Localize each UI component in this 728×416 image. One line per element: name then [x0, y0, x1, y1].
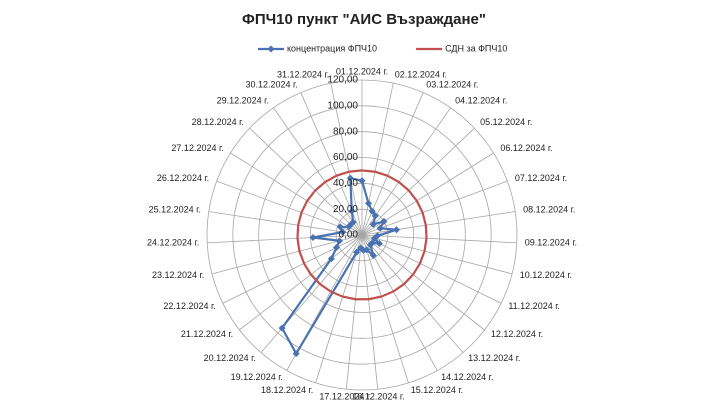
spoke	[345, 234, 363, 390]
data-point	[348, 207, 356, 215]
spoke	[239, 234, 363, 331]
data-point	[368, 207, 376, 215]
spoke	[361, 234, 513, 275]
category-label: 26.12.2024 г.	[157, 173, 209, 183]
spoke	[361, 211, 516, 236]
data-point	[365, 199, 373, 207]
spoke	[361, 234, 485, 331]
category-label: 23.12.2024 г.	[152, 270, 204, 280]
category-label: 17.12.2024 г.	[319, 392, 371, 402]
data-point	[376, 224, 384, 232]
spoke	[361, 107, 451, 236]
category-label: 02.12.2024 г.	[395, 70, 447, 80]
spoke	[330, 83, 363, 236]
spoke	[361, 234, 502, 304]
category-label: 12.12.2024 г.	[491, 329, 543, 339]
category-label: 29.12.2024 г.	[217, 96, 269, 106]
series-line	[296, 169, 428, 301]
spoke	[207, 234, 363, 244]
data-point	[358, 177, 366, 185]
data-point	[332, 244, 340, 252]
spoke	[361, 234, 464, 353]
data-point	[278, 324, 286, 332]
category-label: 08.12.2024 г.	[523, 205, 575, 215]
category-label: 09.12.2024 г.	[525, 238, 577, 248]
category-label: 14.12.2024 г.	[441, 372, 493, 382]
y-tick-label: 20,00	[333, 204, 358, 215]
spoke	[260, 234, 363, 353]
category-label: 15.12.2024 г.	[411, 385, 463, 395]
y-tick-label: 120,00	[327, 75, 358, 86]
data-point	[335, 237, 343, 245]
y-tick-label: 40,00	[333, 178, 358, 189]
spoke	[361, 234, 517, 244]
data-point	[309, 233, 317, 241]
category-label: 06.12.2024 г.	[500, 143, 552, 153]
category-label: 18.12.2024 г.	[261, 385, 313, 395]
data-point	[392, 226, 400, 234]
category-label: 10.12.2024 г.	[520, 270, 572, 280]
category-label: 13.12.2024 г.	[468, 353, 520, 363]
spoke	[361, 234, 409, 384]
data-point	[357, 244, 365, 252]
data-point	[292, 350, 300, 358]
category-label: 28.12.2024 г.	[192, 117, 244, 127]
data-point	[353, 248, 361, 256]
spoke	[273, 107, 363, 236]
category-label: 11.12.2024 г.	[508, 301, 560, 311]
spoke	[230, 152, 363, 236]
y-tick-label: 100,00	[327, 100, 358, 111]
category-label: 20.12.2024 г.	[204, 353, 256, 363]
category-label: 07.12.2024 г.	[515, 173, 567, 183]
category-label: 31.12.2024 г.	[277, 70, 329, 80]
data-point	[369, 220, 377, 228]
legend-marker	[267, 45, 275, 53]
y-tick-label: 0,00	[339, 230, 359, 241]
legend-label: СДН за ФПЧ10	[445, 43, 507, 53]
data-point	[380, 217, 388, 225]
spoke	[361, 83, 394, 236]
category-label: 16.12.2024 г.	[352, 392, 404, 402]
data-point	[336, 223, 344, 231]
data-point	[327, 255, 335, 263]
data-point	[369, 251, 377, 259]
chart-title: ФПЧ10 пункт "АИС Възраждане"	[242, 11, 486, 28]
data-point	[366, 241, 374, 249]
spoke	[222, 234, 363, 304]
category-label: 24.12.2024 г.	[147, 238, 199, 248]
category-label: 27.12.2024 г.	[171, 143, 223, 153]
category-label: 19.12.2024 г.	[231, 372, 283, 382]
spoke	[361, 180, 508, 236]
y-tick-label: 80,00	[333, 126, 358, 137]
category-label: 25.12.2024 г.	[149, 205, 201, 215]
category-label: 01.12.2024 г.	[336, 66, 388, 76]
category-label: 04.12.2024 г.	[455, 96, 507, 106]
y-tick-label: 60,00	[333, 152, 358, 163]
category-label: 03.12.2024 г.	[426, 80, 478, 90]
spoke	[361, 127, 475, 236]
category-label: 30.12.2024 г.	[245, 80, 297, 90]
spoke	[249, 127, 363, 236]
data-point	[346, 174, 354, 182]
spoke	[315, 234, 363, 384]
data-point	[349, 218, 357, 226]
category-label: 21.12.2024 г.	[181, 329, 233, 339]
category-label: 22.12.2024 г.	[163, 301, 215, 311]
data-point	[339, 228, 347, 236]
data-point	[371, 212, 379, 220]
spoke	[208, 211, 363, 236]
legend-label: концентрация ФПЧ10	[287, 43, 377, 53]
data-point	[375, 240, 383, 248]
spoke	[361, 234, 379, 390]
category-label: 05.12.2024 г.	[480, 117, 532, 127]
